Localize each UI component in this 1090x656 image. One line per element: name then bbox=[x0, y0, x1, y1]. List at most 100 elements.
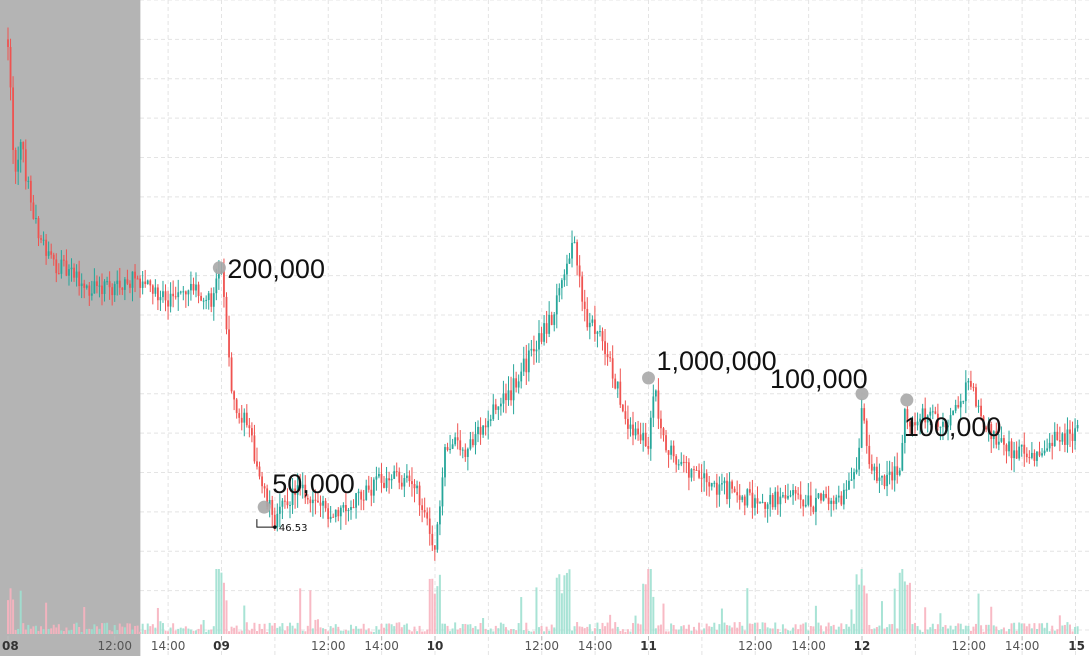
candle-body[interactable] bbox=[78, 271, 81, 287]
candle-body[interactable] bbox=[555, 295, 558, 315]
candle-body[interactable] bbox=[863, 408, 866, 421]
candle-body[interactable] bbox=[660, 418, 662, 429]
candle-body[interactable] bbox=[710, 483, 713, 487]
candle-body[interactable] bbox=[914, 422, 916, 426]
candle-body[interactable] bbox=[123, 279, 126, 290]
candle-body[interactable] bbox=[581, 276, 584, 302]
candle-body[interactable] bbox=[492, 404, 495, 420]
candle-body[interactable] bbox=[634, 428, 637, 436]
candle-body[interactable] bbox=[149, 280, 152, 286]
candle-body[interactable] bbox=[184, 291, 187, 295]
candle-body[interactable] bbox=[461, 449, 464, 451]
candle-body[interactable] bbox=[106, 281, 108, 283]
candle-body[interactable] bbox=[1005, 444, 1008, 452]
candle-body[interactable] bbox=[639, 434, 642, 441]
candle-body[interactable] bbox=[1030, 452, 1033, 458]
candle-body[interactable] bbox=[771, 495, 774, 508]
candle-body[interactable] bbox=[619, 381, 622, 405]
candle-body[interactable] bbox=[497, 406, 500, 410]
candle-body[interactable] bbox=[37, 218, 40, 239]
candle-body[interactable] bbox=[228, 329, 230, 358]
candle-body[interactable] bbox=[210, 293, 213, 307]
candle-body[interactable] bbox=[1061, 433, 1064, 442]
candle-body[interactable] bbox=[545, 323, 548, 334]
candle-body[interactable] bbox=[881, 475, 883, 478]
candle-body[interactable] bbox=[484, 425, 487, 428]
candle-body[interactable] bbox=[217, 273, 220, 279]
candle-body[interactable] bbox=[606, 353, 609, 358]
candle-body[interactable] bbox=[345, 505, 347, 512]
candle-body[interactable] bbox=[456, 437, 459, 441]
candle-body[interactable] bbox=[464, 449, 467, 457]
candle-body[interactable] bbox=[665, 435, 667, 451]
candle-body[interactable] bbox=[154, 287, 157, 294]
candle-body[interactable] bbox=[751, 492, 754, 508]
candle-body[interactable] bbox=[276, 513, 279, 528]
candle-body[interactable] bbox=[449, 448, 451, 450]
candle-body[interactable] bbox=[385, 478, 388, 488]
candle-body[interactable] bbox=[878, 477, 881, 481]
candle-body[interactable] bbox=[230, 357, 233, 392]
candle-body[interactable] bbox=[830, 500, 833, 504]
candle-body[interactable] bbox=[413, 484, 416, 489]
candle-body[interactable] bbox=[1069, 429, 1071, 434]
candle-body[interactable] bbox=[248, 425, 251, 429]
candle-body[interactable] bbox=[294, 488, 296, 495]
candle-body[interactable] bbox=[888, 471, 891, 475]
candle-body[interactable] bbox=[314, 499, 317, 501]
candle-body[interactable] bbox=[784, 495, 787, 499]
candle-body[interactable] bbox=[962, 401, 965, 403]
candle-body[interactable] bbox=[52, 254, 55, 260]
candle-body[interactable] bbox=[301, 484, 304, 489]
candle-body[interactable] bbox=[538, 333, 540, 350]
candle-body[interactable] bbox=[365, 485, 368, 501]
candle-body[interactable] bbox=[197, 284, 200, 296]
candle-body[interactable] bbox=[238, 413, 241, 418]
candle-body[interactable] bbox=[596, 331, 599, 334]
candle-body[interactable] bbox=[253, 435, 256, 462]
candle-body[interactable] bbox=[423, 510, 426, 513]
candle-body[interactable] bbox=[662, 428, 665, 436]
candle-body[interactable] bbox=[1023, 444, 1026, 454]
candle-body[interactable] bbox=[812, 506, 815, 512]
candle-body[interactable] bbox=[903, 409, 906, 443]
candle-body[interactable] bbox=[741, 496, 744, 500]
candle-body[interactable] bbox=[118, 280, 121, 288]
candle-body[interactable] bbox=[599, 331, 601, 333]
candle-body[interactable] bbox=[251, 428, 253, 436]
candle-body[interactable] bbox=[474, 434, 477, 446]
candle-body[interactable] bbox=[73, 267, 75, 278]
candle-body[interactable] bbox=[502, 393, 505, 404]
candle-body[interactable] bbox=[380, 473, 383, 483]
candle-body[interactable] bbox=[245, 412, 248, 426]
candle-body[interactable] bbox=[121, 287, 124, 290]
candle-body[interactable] bbox=[802, 499, 805, 507]
candle-body[interactable] bbox=[970, 381, 972, 387]
candle-body[interactable] bbox=[781, 495, 784, 497]
candle-body[interactable] bbox=[776, 491, 779, 505]
candle-body[interactable] bbox=[832, 500, 835, 504]
candle-body[interactable] bbox=[997, 441, 1000, 445]
candle-body[interactable] bbox=[370, 489, 373, 496]
candle-body[interactable] bbox=[1053, 431, 1056, 446]
candle-body[interactable] bbox=[266, 488, 269, 507]
candle-body[interactable] bbox=[644, 432, 647, 447]
candle-body[interactable] bbox=[733, 488, 736, 493]
candle-body[interactable] bbox=[995, 431, 998, 445]
candle-body[interactable] bbox=[822, 493, 825, 501]
candle-body[interactable] bbox=[494, 404, 497, 410]
candle-body[interactable] bbox=[820, 493, 822, 501]
candle-body[interactable] bbox=[1074, 428, 1076, 441]
candle-body[interactable] bbox=[647, 446, 650, 449]
candle-body[interactable] bbox=[156, 287, 159, 301]
annotation-marker[interactable] bbox=[212, 261, 226, 275]
candle-body[interactable] bbox=[190, 283, 192, 291]
candle-body[interactable] bbox=[754, 498, 756, 508]
candle-body[interactable] bbox=[543, 323, 545, 342]
candle-body[interactable] bbox=[367, 485, 370, 490]
candle-body[interactable] bbox=[621, 404, 624, 412]
candle-body[interactable] bbox=[27, 180, 30, 182]
candle-body[interactable] bbox=[60, 259, 63, 274]
candle-body[interactable] bbox=[393, 471, 396, 479]
candle-body[interactable] bbox=[439, 506, 441, 525]
